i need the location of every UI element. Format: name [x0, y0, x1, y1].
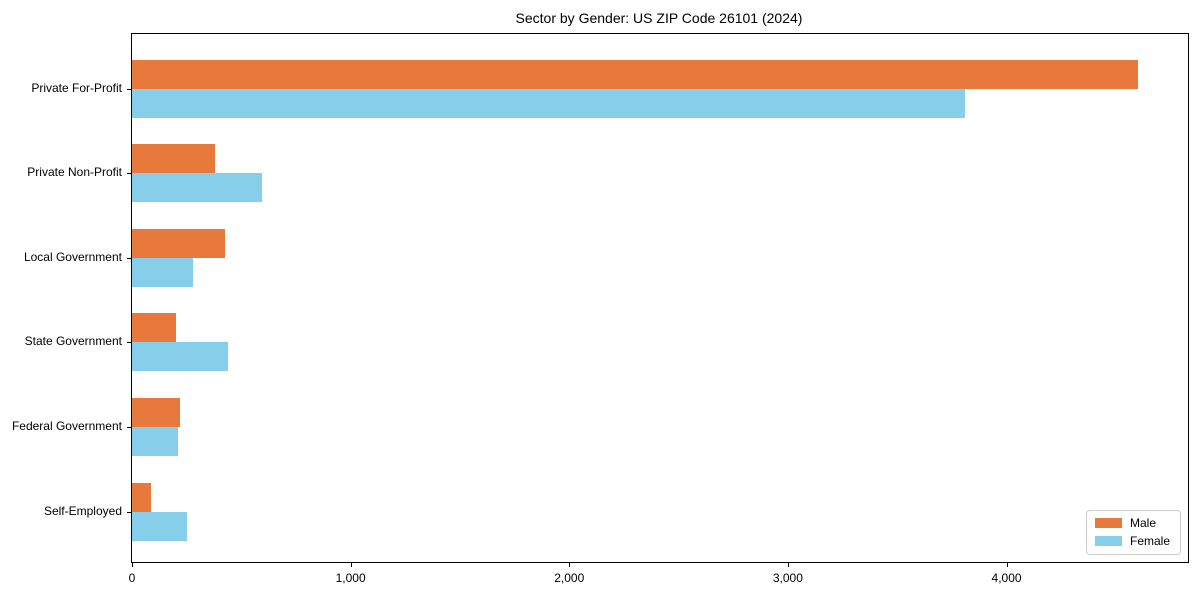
bar-female-2	[132, 173, 263, 203]
bar-male-1	[132, 59, 1138, 89]
bar-female-1	[132, 88, 965, 118]
x-tick-label: 4,000	[991, 571, 1022, 585]
legend-item-female: Female	[1094, 533, 1170, 548]
x-tick-mark	[787, 562, 789, 567]
y-tick-mark	[127, 257, 132, 259]
y-tick-label: Federal Government	[11, 419, 122, 434]
x-tick-mark	[569, 562, 571, 567]
x-tick-label: 1,000	[335, 571, 366, 585]
y-tick-mark	[127, 173, 132, 175]
y-tick-mark	[127, 427, 132, 429]
x-tick-mark	[350, 562, 352, 567]
x-tick-label: 3,000	[772, 571, 803, 585]
legend-item-male: Male	[1094, 515, 1170, 530]
x-tick-label: 0	[128, 571, 136, 585]
bar-female-6	[132, 511, 187, 541]
y-tick-mark	[127, 511, 132, 513]
legend-swatch-female-icon	[1094, 536, 1122, 547]
x-tick-label: 2,000	[554, 571, 585, 585]
plot-area: Male Female Private For-Profit Private No…	[12, 33, 1189, 585]
legend-label-female: Female	[1129, 533, 1170, 548]
legend-label-male: Male	[1129, 515, 1156, 530]
y-tick-label: Private Non-Profit	[27, 165, 122, 180]
y-tick-label: Local Government	[23, 249, 122, 264]
x-tick-mark	[1006, 562, 1008, 567]
bar-male-2	[132, 144, 216, 174]
y-tick-label: State Government	[24, 334, 122, 349]
legend-swatch-male-icon	[1094, 518, 1122, 529]
y-tick-mark	[127, 342, 132, 344]
bar-male-3	[132, 228, 225, 258]
bar-male-4	[132, 313, 176, 343]
y-tick-label: Self-Employed	[43, 503, 122, 518]
y-tick-label: Private For-Profit	[31, 80, 122, 95]
bar-female-4	[132, 342, 229, 372]
y-tick-mark	[127, 88, 132, 90]
x-tick-mark	[132, 562, 133, 567]
bar-female-3	[132, 257, 194, 287]
bar-male-6	[132, 482, 151, 512]
legend: Male Female	[1085, 509, 1181, 555]
bar-male-5	[132, 398, 181, 428]
bar-female-5	[132, 427, 178, 457]
chart-title: Sector by Gender: US ZIP Code 26101 (202…	[515, 10, 803, 26]
